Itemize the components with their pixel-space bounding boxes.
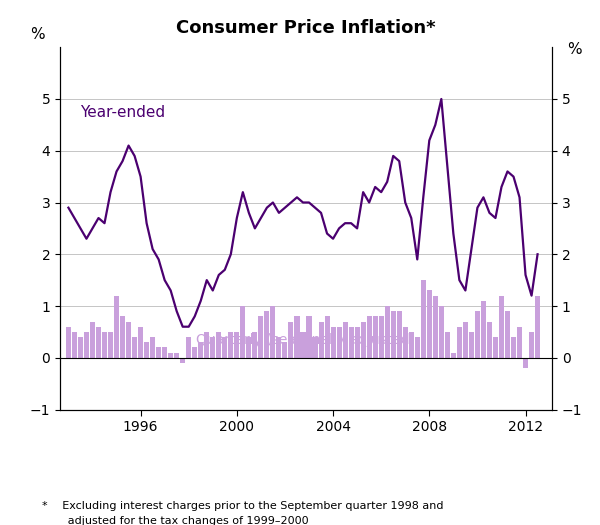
Bar bbox=[132, 337, 137, 358]
Bar bbox=[228, 332, 233, 358]
Y-axis label: %: % bbox=[31, 27, 45, 42]
Text: Quarterly (seasonally adjusted): Quarterly (seasonally adjusted) bbox=[197, 333, 415, 348]
Bar bbox=[535, 296, 540, 358]
Bar bbox=[138, 327, 143, 358]
Title: Consumer Price Inflation*: Consumer Price Inflation* bbox=[176, 19, 436, 37]
Bar bbox=[373, 317, 377, 358]
Bar bbox=[210, 337, 215, 358]
Bar bbox=[493, 337, 498, 358]
Bar bbox=[198, 342, 203, 358]
Bar bbox=[204, 332, 209, 358]
Bar bbox=[72, 332, 77, 358]
Bar bbox=[433, 296, 438, 358]
Bar bbox=[319, 321, 323, 358]
Bar bbox=[409, 332, 414, 358]
Bar bbox=[253, 332, 257, 358]
Bar bbox=[349, 327, 353, 358]
Bar bbox=[475, 311, 480, 358]
Bar bbox=[529, 332, 534, 358]
Bar bbox=[463, 321, 468, 358]
Bar bbox=[216, 332, 221, 358]
Bar bbox=[499, 296, 504, 358]
Bar bbox=[355, 327, 359, 358]
Bar bbox=[265, 311, 269, 358]
Text: *  Excluding interest charges prior to the September quarter 1998 and
   adjuste: * Excluding interest charges prior to th… bbox=[42, 501, 443, 525]
Bar bbox=[457, 327, 462, 358]
Bar bbox=[523, 358, 528, 368]
Bar bbox=[126, 321, 131, 358]
Bar bbox=[331, 327, 335, 358]
Bar bbox=[481, 301, 486, 358]
Bar bbox=[367, 317, 371, 358]
Bar bbox=[415, 337, 420, 358]
Bar bbox=[313, 337, 317, 358]
Bar bbox=[174, 353, 179, 358]
Bar bbox=[102, 332, 107, 358]
Bar bbox=[277, 337, 281, 358]
Bar bbox=[427, 290, 432, 358]
Bar bbox=[186, 337, 191, 358]
Bar bbox=[222, 337, 227, 358]
Bar bbox=[283, 342, 287, 358]
Bar bbox=[397, 311, 402, 358]
Bar bbox=[66, 327, 71, 358]
Bar bbox=[192, 348, 197, 358]
Bar bbox=[162, 348, 167, 358]
Bar bbox=[180, 358, 185, 363]
Bar bbox=[144, 342, 149, 358]
Bar bbox=[235, 332, 239, 358]
Bar bbox=[511, 337, 516, 358]
Bar bbox=[259, 317, 263, 358]
Bar bbox=[487, 321, 492, 358]
Bar bbox=[241, 306, 245, 358]
Bar bbox=[168, 353, 173, 358]
Y-axis label: %: % bbox=[567, 42, 581, 57]
Bar bbox=[445, 332, 450, 358]
Bar bbox=[78, 337, 83, 358]
Bar bbox=[379, 317, 384, 358]
Bar bbox=[517, 327, 522, 358]
Bar bbox=[337, 327, 341, 358]
Bar bbox=[271, 306, 275, 358]
Bar bbox=[343, 321, 347, 358]
Bar bbox=[469, 332, 474, 358]
Bar bbox=[505, 311, 510, 358]
Bar bbox=[391, 311, 396, 358]
Bar bbox=[439, 306, 444, 358]
Bar bbox=[156, 348, 161, 358]
Bar bbox=[96, 327, 101, 358]
Bar bbox=[451, 353, 456, 358]
Bar bbox=[385, 306, 390, 358]
Bar bbox=[108, 332, 113, 358]
Bar bbox=[361, 321, 365, 358]
Bar bbox=[295, 317, 299, 358]
Bar bbox=[289, 321, 293, 358]
Bar bbox=[84, 332, 89, 358]
Bar bbox=[90, 321, 95, 358]
Bar bbox=[150, 337, 155, 358]
Bar bbox=[301, 332, 305, 358]
Bar bbox=[247, 337, 251, 358]
Bar bbox=[325, 317, 329, 358]
Bar bbox=[120, 317, 125, 358]
Text: Year-ended: Year-ended bbox=[80, 105, 165, 120]
Bar bbox=[114, 296, 119, 358]
Bar bbox=[421, 280, 426, 358]
Bar bbox=[403, 327, 408, 358]
Bar bbox=[307, 317, 311, 358]
